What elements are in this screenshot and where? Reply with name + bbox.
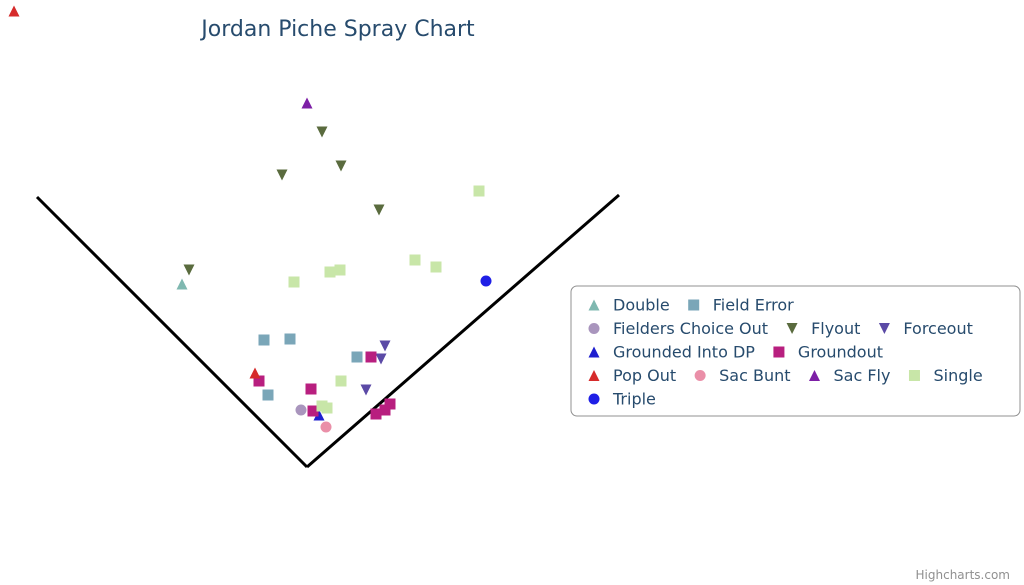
legend-label-field-error: Field Error [713, 296, 794, 315]
groundout-point[interactable] [379, 404, 391, 416]
single-point[interactable] [321, 402, 333, 414]
single-point[interactable] [288, 276, 300, 288]
right-foul-line [306, 193, 620, 469]
pop-out-point[interactable] [249, 367, 261, 379]
chart-title: Jordan Piche Spray Chart [199, 17, 475, 42]
left-foul-line [35, 195, 309, 469]
forceout-point[interactable] [375, 353, 387, 365]
legend-item-triple[interactable]: Triple [588, 390, 656, 409]
double-point[interactable] [176, 278, 188, 290]
legend-item-double[interactable]: Double [588, 296, 670, 315]
legend-label-double: Double [613, 296, 670, 315]
field-error-point[interactable] [284, 333, 296, 345]
legend-label-groundout: Groundout [798, 343, 883, 362]
field-error-point[interactable] [258, 334, 270, 346]
sac-fly-point[interactable] [301, 97, 313, 109]
flyout-point[interactable] [373, 204, 385, 216]
flyout-point[interactable] [276, 169, 288, 181]
legend-symbol-forceout [878, 323, 890, 334]
single-point[interactable] [430, 261, 442, 273]
legend-symbol-sac-bunt [694, 370, 706, 381]
legend-box [570, 285, 1021, 417]
sac-bunt-point[interactable] [320, 421, 332, 433]
single-point[interactable] [335, 375, 347, 387]
legend-symbol-pop-out [588, 370, 600, 381]
legend-item-grounded-into-dp[interactable]: Grounded Into DP [588, 343, 756, 362]
legend-label-grounded-into-dp: Grounded Into DP [613, 343, 755, 362]
legend-item-sac-bunt[interactable]: Sac Bunt [694, 366, 791, 385]
legend-symbol-fielders-choice-out [588, 323, 600, 334]
legend-label-flyout: Flyout [811, 319, 860, 338]
single-point[interactable] [473, 185, 485, 197]
single-point[interactable] [334, 264, 346, 276]
flyout-point[interactable] [183, 264, 195, 276]
field-error-point[interactable] [262, 389, 274, 401]
legend-label-pop-out: Pop Out [613, 366, 676, 385]
forceout-point[interactable] [379, 340, 391, 352]
single-point[interactable] [324, 266, 336, 278]
legend-symbol-single [908, 370, 920, 381]
legend-item-flyout[interactable]: Flyout [786, 319, 861, 338]
legend-label-sac-fly: Sac Fly [834, 366, 891, 385]
legend-symbol-sac-fly [809, 370, 820, 381]
legend-symbol-grounded-into-dp [588, 346, 600, 358]
legend-symbol-field-error [688, 299, 700, 311]
legend: Double Field Error Fielders Choice Out Flyo… [570, 285, 1021, 417]
groundout-point[interactable] [365, 351, 377, 363]
flyout-point[interactable] [335, 160, 347, 172]
legend-item-fielders-choice-out[interactable]: Fielders Choice Out [588, 319, 769, 338]
legend-label-sac-bunt: Sac Bunt [719, 366, 790, 385]
legend-item-groundout[interactable]: Groundout [773, 343, 883, 362]
groundout-point[interactable] [370, 408, 382, 420]
legend-symbol-flyout [786, 323, 798, 334]
legend-symbol-groundout [773, 346, 785, 358]
legend-symbol-double [588, 299, 600, 311]
forceout-point[interactable] [360, 384, 372, 396]
legend-item-single[interactable]: Single [908, 366, 983, 385]
pop-out-point[interactable] [8, 5, 20, 17]
groundout-point[interactable] [253, 375, 265, 387]
legend-item-pop-out[interactable]: Pop Out [588, 366, 677, 385]
credits[interactable]: Highcharts.com [916, 568, 1010, 582]
single-point[interactable] [409, 254, 421, 266]
legend-label-fielders-choice-out: Fielders Choice Out [613, 319, 768, 338]
flyout-point[interactable] [316, 126, 328, 138]
groundout-point[interactable] [384, 398, 396, 410]
legend-symbol-triple [588, 393, 600, 405]
legend-item-field-error[interactable]: Field Error [688, 296, 794, 315]
field-error-point[interactable] [351, 351, 363, 363]
legend-item-sac-fly[interactable]: Sac Fly [809, 366, 890, 385]
legend-label-forceout: Forceout [903, 319, 973, 338]
grounded-into-dp-point[interactable] [313, 409, 325, 421]
plot-points [8, 5, 492, 433]
groundout-point[interactable] [305, 383, 317, 395]
legend-item-forceout[interactable]: Forceout [878, 319, 973, 338]
fielders-choice-out-point[interactable] [295, 404, 307, 416]
legend-label-single: Single [933, 366, 982, 385]
triple-point[interactable] [480, 275, 492, 287]
groundout-point[interactable] [307, 405, 319, 417]
legend-label-triple: Triple [612, 390, 656, 409]
